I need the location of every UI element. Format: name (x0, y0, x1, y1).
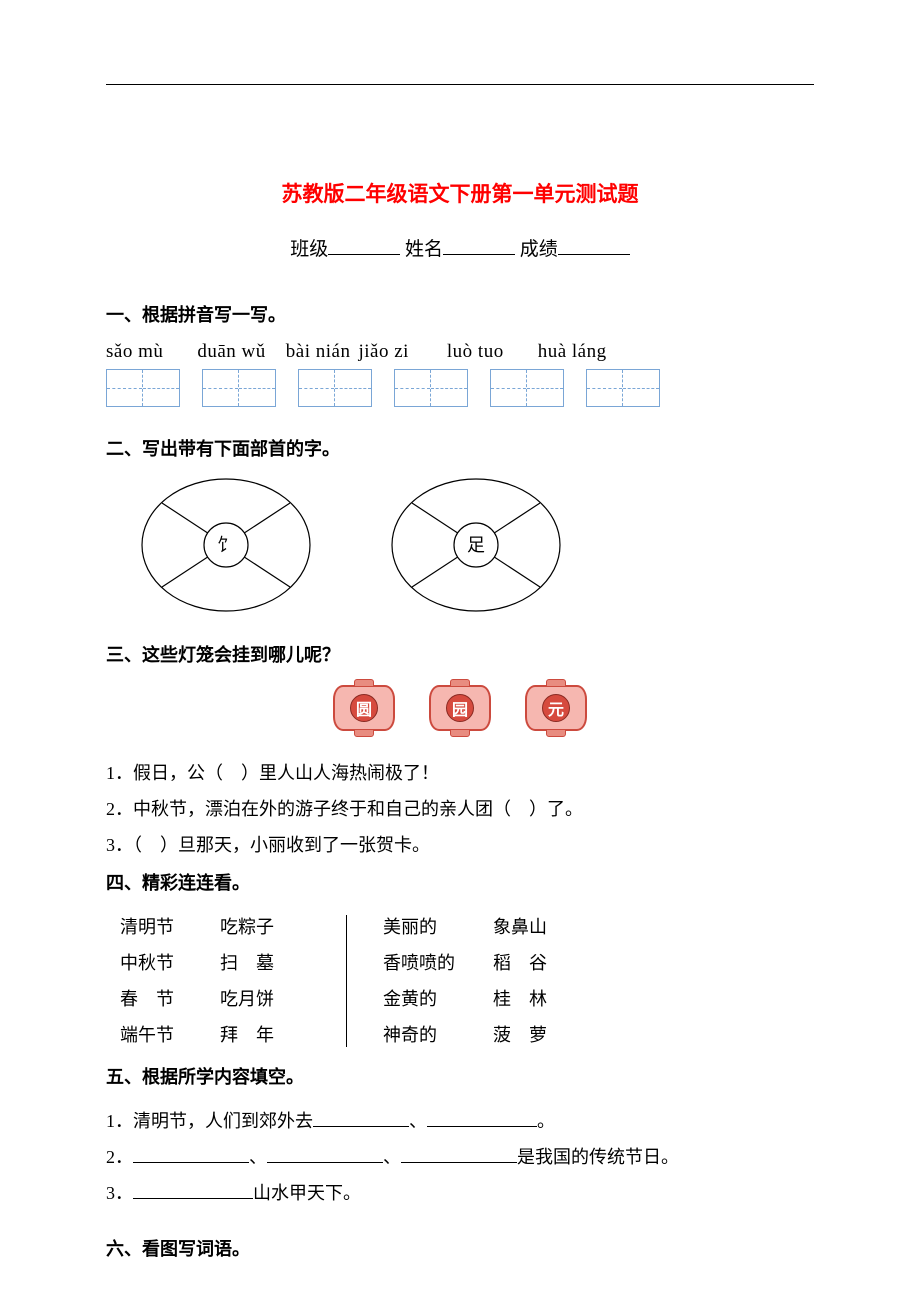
q5-line: 3． 山水甲天下。 (106, 1175, 814, 1211)
match-cell[interactable]: 神奇的 (383, 1017, 493, 1053)
pinyin-item: sǎo mù (106, 341, 163, 363)
radical-wheel[interactable]: 饣 (136, 475, 316, 615)
writing-box[interactable] (106, 369, 180, 407)
match-col-right-b: 象鼻山 稻 谷 桂 林 菠 萝 (493, 909, 583, 1053)
match-cell[interactable]: 吃月饼 (220, 981, 320, 1017)
match-cell[interactable]: 吃粽子 (220, 909, 320, 945)
match-cell[interactable]: 拜 年 (220, 1017, 320, 1053)
q5-line: 2． 、 、 是我国的传统节日。 (106, 1139, 814, 1175)
match-cell[interactable]: 美丽的 (383, 909, 493, 945)
section-5-heading: 五、根据所学内容填空。 (106, 1063, 814, 1089)
match-cell[interactable]: 象鼻山 (493, 909, 583, 945)
label-name: 姓名 (405, 239, 443, 260)
match-cell[interactable]: 菠 萝 (493, 1017, 583, 1053)
q5-prefix: 2． (106, 1147, 133, 1167)
section-6-heading: 六、看图写词语。 (106, 1235, 814, 1261)
lantern[interactable]: 园 (429, 685, 491, 731)
section-3-heading: 三、这些灯笼会挂到哪儿呢？ (106, 641, 814, 667)
label-class: 班级 (290, 239, 328, 260)
pinyin-item: huà láng (538, 341, 607, 363)
lantern-char: 圆 (350, 694, 378, 722)
match-cell[interactable]: 端午节 (120, 1017, 220, 1053)
pinyin-row: sǎo mù duān wǔ bài nián jiǎo zi luò tuo … (106, 341, 814, 363)
lantern-char: 园 (446, 694, 474, 722)
writing-boxes-row (106, 369, 814, 407)
lantern[interactable]: 元 (525, 685, 587, 731)
suffix: 是我国的传统节日。 (517, 1147, 679, 1167)
radical-wheel[interactable]: 足 (386, 475, 566, 615)
page-title: 苏教版二年级语文下册第一单元测试题 (106, 178, 814, 208)
pinyin-item: luò tuo (447, 341, 504, 363)
fill-blank[interactable] (267, 1145, 383, 1163)
match-cell[interactable]: 中秋节 (120, 945, 220, 981)
joiner: 、 (249, 1147, 267, 1167)
q3-item: 3．（ ）旦那天，小丽收到了一张贺卡。 (106, 827, 814, 863)
fill-blank[interactable] (133, 1181, 253, 1199)
match-cell[interactable]: 桂 林 (493, 981, 583, 1017)
q3-item: 2．中秋节，漂泊在外的游子终于和自己的亲人团（ ）了。 (106, 791, 814, 827)
radical-wheels-row: 饣 足 (136, 475, 814, 615)
pinyin-item: bài nián (286, 341, 351, 363)
section-1-heading: 一、根据拼音写一写。 (106, 301, 814, 327)
suffix: 山水甲天下。 (253, 1183, 361, 1203)
match-cell[interactable]: 香喷喷的 (383, 945, 493, 981)
fill-blank[interactable] (133, 1145, 249, 1163)
lantern[interactable]: 圆 (333, 685, 395, 731)
radical-char: 饣 (217, 535, 235, 555)
writing-box[interactable] (586, 369, 660, 407)
q5-prefix: 1．清明节，人们到郊外去 (106, 1111, 313, 1131)
blank-class[interactable] (328, 236, 400, 255)
writing-box[interactable] (394, 369, 468, 407)
section-4-heading: 四、精彩连连看。 (106, 869, 814, 895)
match-cell[interactable]: 春 节 (120, 981, 220, 1017)
match-col-right-a: 美丽的 香喷喷的 金黄的 神奇的 (383, 909, 493, 1053)
match-cell[interactable]: 金黄的 (383, 981, 493, 1017)
fill-blank[interactable] (313, 1109, 409, 1127)
lanterns-row: 圆 园 元 (106, 685, 814, 731)
blank-name[interactable] (443, 236, 515, 255)
matching-table: 清明节 中秋节 春 节 端午节 吃粽子 扫 墓 吃月饼 拜 年 美丽的 香喷喷的… (120, 909, 814, 1053)
radical-char: 足 (467, 535, 485, 555)
match-col-left-b: 吃粽子 扫 墓 吃月饼 拜 年 (220, 909, 320, 1053)
match-cell[interactable]: 扫 墓 (220, 945, 320, 981)
section-2-heading: 二、写出带有下面部首的字。 (106, 435, 814, 461)
label-score: 成绩 (520, 239, 558, 260)
student-info-line: 班级 姓名 成绩 (106, 234, 814, 261)
top-horizontal-rule (106, 84, 814, 85)
joiner: 、 (383, 1147, 401, 1167)
q3-item: 1．假日，公（ ）里人山人海热闹极了！ (106, 755, 814, 791)
blank-score[interactable] (558, 236, 630, 255)
writing-box[interactable] (490, 369, 564, 407)
writing-box[interactable] (298, 369, 372, 407)
pinyin-item: duān wǔ (197, 341, 265, 363)
suffix: 。 (537, 1111, 555, 1131)
q5-prefix: 3． (106, 1183, 133, 1203)
joiner: 、 (409, 1111, 427, 1131)
lantern-char: 元 (542, 694, 570, 722)
fill-blank[interactable] (401, 1145, 517, 1163)
vertical-separator (346, 915, 347, 1047)
writing-box[interactable] (202, 369, 276, 407)
fill-blank[interactable] (427, 1109, 537, 1127)
match-col-left-a: 清明节 中秋节 春 节 端午节 (120, 909, 220, 1053)
q5-line: 1．清明节，人们到郊外去 、 。 (106, 1103, 814, 1139)
pinyin-item: jiǎo zi (358, 341, 408, 363)
match-cell[interactable]: 稻 谷 (493, 945, 583, 981)
match-cell[interactable]: 清明节 (120, 909, 220, 945)
